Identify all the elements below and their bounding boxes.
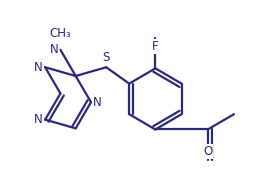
Text: N: N [34, 61, 43, 74]
Text: N: N [93, 96, 102, 109]
Text: F: F [152, 40, 159, 53]
Text: S: S [103, 51, 110, 64]
Text: CH₃: CH₃ [49, 27, 71, 40]
Text: N: N [34, 113, 43, 126]
Text: N: N [49, 43, 58, 56]
Text: O: O [203, 145, 212, 158]
